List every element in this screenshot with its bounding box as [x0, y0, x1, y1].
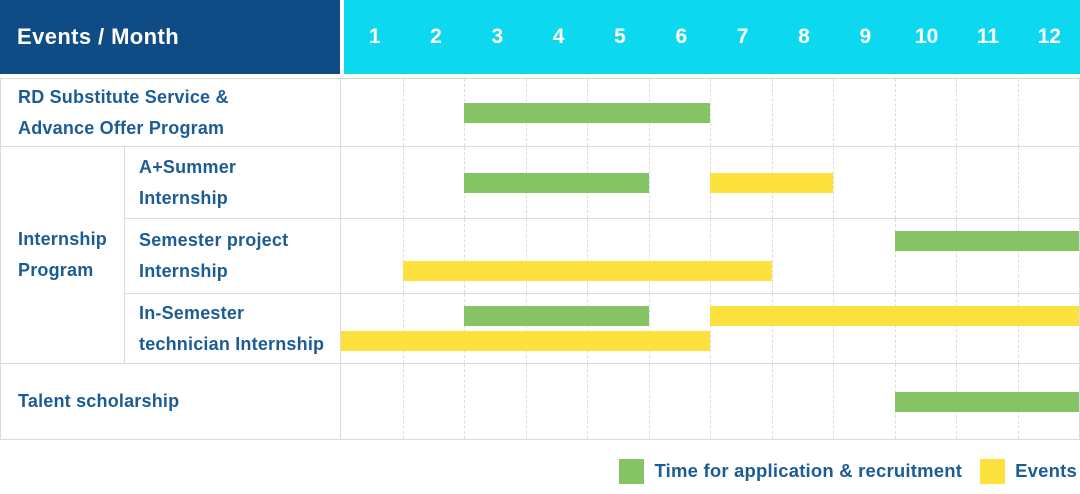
month-gridline — [833, 147, 834, 218]
gantt-row-track — [341, 364, 1079, 439]
row-label: A+Summer Internship — [125, 147, 341, 219]
month-gridline — [1017, 219, 1019, 293]
application-bar — [894, 391, 1079, 412]
month-gridline — [710, 219, 711, 293]
month-gridline — [648, 147, 650, 218]
month-gridline — [648, 364, 650, 439]
legend: Time for application & recruitment Events — [601, 452, 1077, 490]
gantt-row-track — [341, 147, 1079, 219]
month-gridline — [464, 364, 465, 439]
month-gridline — [894, 147, 896, 218]
month-label: 8 — [798, 25, 810, 48]
month-gridline — [894, 219, 896, 293]
month-header: 1 2 3 4 5 6 7 8 9 10 11 12 — [344, 0, 1080, 74]
row-label: In-Semester technician Internship — [125, 294, 341, 364]
corner-title: Events / Month — [17, 24, 180, 49]
event-bar — [402, 261, 772, 281]
month-label: 3 — [491, 25, 504, 48]
month-gridline — [1017, 294, 1019, 363]
month-gridline — [956, 294, 957, 363]
event-bar — [710, 306, 1079, 326]
month-gridline — [710, 364, 711, 439]
application-bar — [464, 172, 649, 193]
application-legend-swatch — [619, 458, 645, 484]
row-label: RD Substitute Service & Advance Offer Pr… — [1, 79, 341, 147]
month-label: 4 — [552, 25, 565, 48]
month-label: 1 — [368, 25, 381, 48]
application-bar — [464, 306, 649, 326]
month-gridline — [771, 294, 773, 363]
month-gridline — [710, 294, 711, 363]
month-gridline — [710, 79, 711, 146]
legend-item: Events — [980, 458, 1077, 484]
month-label: 7 — [736, 25, 749, 48]
month-gridline — [894, 79, 896, 146]
month-gridline — [956, 79, 957, 146]
month-gridline — [525, 294, 527, 363]
month-gridline — [402, 147, 404, 218]
month-label: 9 — [859, 25, 872, 48]
month-gridline — [956, 147, 957, 218]
month-gridline — [833, 294, 834, 363]
event-bar — [341, 331, 710, 351]
month-gridline — [1017, 147, 1019, 218]
gantt-row-track — [341, 219, 1079, 294]
month-gridline — [402, 219, 404, 293]
month-gridline — [894, 294, 896, 363]
gantt-row-track — [341, 294, 1079, 364]
month-gridline — [771, 219, 773, 293]
gantt-body: RD Substitute Service & Advance Offer Pr… — [0, 78, 1080, 440]
gantt-row-track — [341, 79, 1079, 147]
table-corner-header: Events / Month — [0, 0, 340, 74]
month-label: 6 — [675, 25, 688, 48]
month-gridline — [771, 79, 773, 146]
event-bar — [710, 172, 833, 193]
month-gridline — [464, 294, 465, 363]
month-gridline — [587, 294, 588, 363]
row-label: Talent scholarship — [1, 364, 341, 439]
legend-label: Events — [1015, 460, 1077, 481]
month-gridline — [833, 219, 834, 293]
month-gridline — [464, 219, 465, 293]
month-gridline — [525, 364, 527, 439]
month-gridline — [587, 219, 588, 293]
month-gridline — [833, 79, 834, 146]
month-gridline — [771, 364, 773, 439]
group-label: Internship Program — [1, 147, 125, 364]
month-gridline — [956, 219, 957, 293]
application-bar — [464, 102, 710, 123]
month-gridline — [525, 219, 527, 293]
month-label: 11 — [976, 25, 1000, 48]
month-gridline — [402, 79, 404, 146]
legend-item: Time for application & recruitment — [619, 458, 963, 484]
month-gridline — [402, 294, 404, 363]
application-bar — [894, 231, 1079, 251]
event-legend-swatch — [980, 458, 1006, 484]
month-label: 5 — [614, 25, 626, 48]
month-gridline — [648, 294, 650, 363]
month-label: 12 — [1037, 25, 1061, 48]
month-label: 10 — [914, 25, 939, 48]
month-gridline — [648, 219, 650, 293]
month-gridline — [587, 364, 588, 439]
month-gridline — [833, 364, 834, 439]
month-gridline — [402, 364, 404, 439]
month-label: 2 — [430, 25, 442, 48]
row-label: Semester project Internship — [125, 219, 341, 294]
legend-label: Time for application & recruitment — [654, 460, 963, 481]
month-gridline — [1017, 79, 1019, 146]
